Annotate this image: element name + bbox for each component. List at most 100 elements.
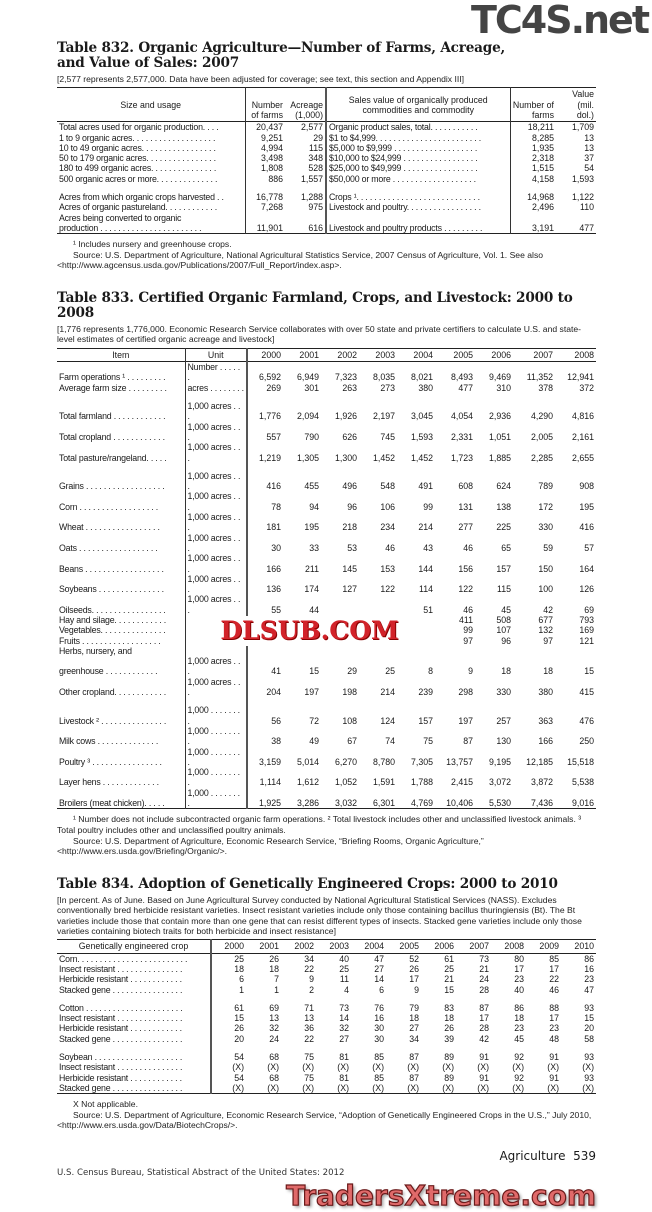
table-cell [185,625,248,636]
table-cell: 34 [304,953,314,964]
table-row: Poultry ³ . . . . . . . . . . . . . . . … [57,746,596,768]
table-cell: 15 [234,1013,244,1024]
table-cell: (X) [477,1082,489,1093]
table-cell: 126 [579,584,594,595]
table-cell [285,212,327,223]
empty-cell [246,995,281,1003]
table-cell: 6,592 [258,372,281,383]
empty-cell [247,463,283,471]
empty-cell [57,393,186,402]
table-cell: 18 [501,666,511,677]
table-cell: 22 [304,963,314,974]
table-cell: 42 [479,1033,489,1044]
table-cell: 174 [304,584,319,595]
table-row: Herbs, nursery, and [57,645,596,657]
table-cell: 69 [269,1002,279,1013]
table-cell: 13,757 [446,756,473,767]
table-cell: 2,415 [450,777,473,788]
table-cell: 6,949 [296,372,319,383]
table-cell: (X) [442,1062,454,1073]
table-cell: 17 [549,963,559,974]
table-cell: 33 [309,542,319,553]
empty-cell [57,994,212,1003]
table-cell: acres . . . . . . . . [185,382,248,394]
table-cell: (X) [442,1082,454,1093]
table-cell [185,635,248,646]
table-832-section: Table 832. Organic Agriculture—Number of… [57,41,596,271]
column-header: Sales value of organically produced comm… [326,87,511,122]
empty-cell [321,697,359,705]
empty-cell [247,697,283,705]
table-cell: 22 [304,1033,314,1044]
empty-cell [359,697,397,705]
footnote: X Not applicable. [73,1099,138,1110]
table-cell: 508 [496,614,511,625]
empty-cell [316,995,351,1003]
table-cell: (X) [302,1062,314,1073]
column-header: Number of farms [251,99,283,120]
table-cell: 80 [514,953,524,964]
table-cell [247,615,283,625]
table-cell [283,636,321,646]
table-cell: (X) [372,1062,384,1073]
table-cell: 218 [342,522,357,533]
table-row: Average farm size . . . . . . . . . acres… [57,382,596,394]
table-cell: 49 [309,736,319,747]
table-cell [326,212,511,223]
table-cell: Total pasture/rangeland. . . . . [57,442,186,463]
table-cell: 36 [304,1023,314,1034]
table-cell: 106 [380,501,395,512]
table-row: Stacked gene . . . . . . . . . . . . . .… [57,984,596,995]
table-cell: 6,270 [334,756,357,767]
header-row: Item Unit 2000 2001 2002 2003 2004 2005 2006 2007… [57,348,596,362]
table-cell: 9,195 [488,756,511,767]
table-cell: 500 organic acres or more. . . . . . . .… [57,173,246,185]
table-row: Total acres used for organic production.… [57,121,596,133]
table-834-headnote: [In percent. As of June. Based on June A… [57,894,582,936]
spacer-row [57,462,596,471]
table-cell [513,646,555,656]
empty-cell [397,393,435,401]
watermark-bottom-wrap: TradersXtreme.com [57,1179,597,1212]
empty-cell [421,1044,456,1052]
table-cell: 1 [274,984,279,995]
table-cell: 157 [496,563,511,574]
table-cell: Corn . . . . . . . . . . . . . . . . . . [57,491,186,513]
table-cell: 2,577 [285,121,327,133]
table-cell: 23 [584,974,594,985]
table-cell: Oilseeds. . . . . . . . . . . . . . . . … [57,594,186,615]
column-header: 2003 [329,941,349,952]
table-cell: (X) [407,1082,419,1093]
table-cell: 67 [347,736,357,747]
column-header: Size and usage [57,87,246,122]
table-cell: 122 [380,584,395,595]
column-header: 2004 [364,941,384,952]
table-cell: (X) [372,1082,384,1093]
table-cell: 416 [266,481,281,492]
spacer-row [57,1044,596,1052]
table-cell: 557 [266,431,281,442]
table-cell: 71 [304,1002,314,1013]
empty-cell [397,463,435,471]
table-cell: 91 [479,1052,489,1062]
table-row: Hay and silage. . . . . . . . . . . . 411… [57,614,596,626]
empty-cell [57,1044,212,1052]
table-row: Total farmland . . . . . . . . . . . . 1,… [57,401,596,422]
table-cell: 20 [584,1023,594,1034]
empty-cell [475,697,513,705]
table-cell: 26 [234,1023,244,1034]
table-cell: 13 [584,142,594,153]
table-cell: 1,300 [334,452,357,463]
table-cell [185,645,248,657]
table-cell: $25,000 to $49,999 . . . . . . . . . . .… [326,163,511,174]
table-cell: 624 [496,481,511,492]
table-row: Total pasture/rangeland. . . . . 1,000 ac… [57,442,596,463]
table-cell: 2,005 [530,431,553,442]
table-cell: 330 [538,522,553,533]
table-cell: 789 [538,481,553,492]
table-cell: 4 [344,984,349,995]
table-cell: 61 [444,953,454,964]
header-row: Genetically engineered crop 2000 2001 2002 2… [57,939,596,954]
table-cell: 1,000 acres . . . [185,442,248,463]
table-cell: 48 [549,1033,559,1044]
